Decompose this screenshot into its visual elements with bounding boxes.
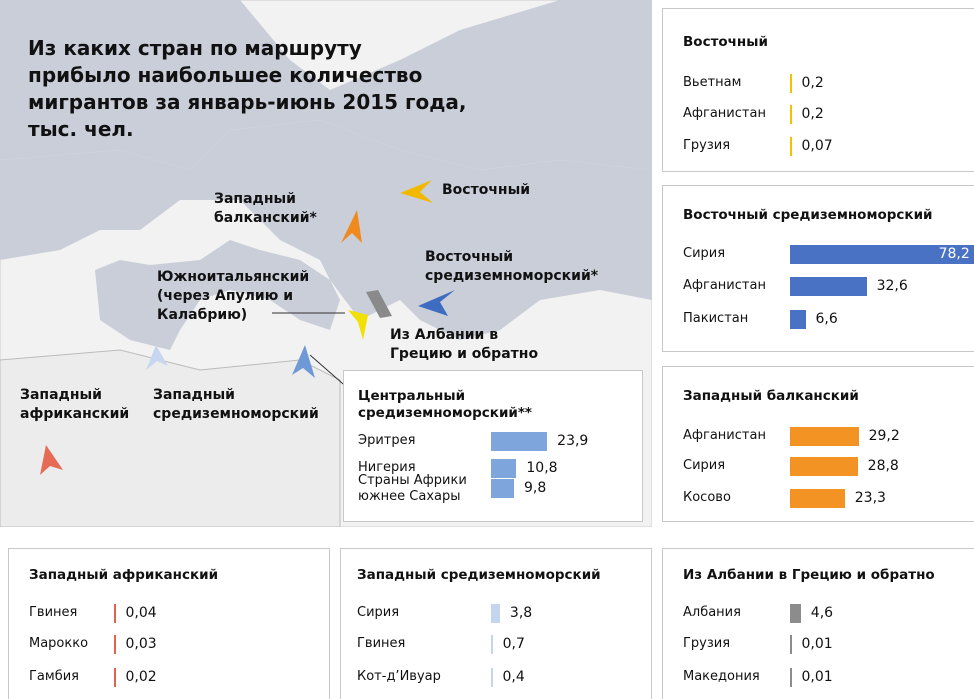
- value-label: 0,4: [502, 669, 525, 685]
- category-label: Гвинея: [29, 605, 78, 620]
- map: [0, 0, 652, 527]
- category-label: Грузия: [683, 636, 731, 651]
- route-label: Западный африканский: [20, 387, 130, 422]
- bar: [790, 668, 792, 687]
- bar: [790, 137, 792, 156]
- category-label: Гвинея: [357, 636, 406, 651]
- category-label: Кот-д’Ивуар: [357, 669, 441, 684]
- arrow-balkan: [341, 210, 362, 243]
- category-label: Косово: [683, 490, 731, 505]
- panel: Западный балканский Афганистан 29,2 Сирия 28…: [662, 366, 974, 522]
- value-label: 78,2: [938, 246, 970, 262]
- panel-title: Западный балканский: [683, 388, 859, 404]
- category-label: Грузия: [683, 138, 731, 153]
- arrow-west-africa: [40, 445, 63, 475]
- bar: [790, 635, 792, 654]
- value-label: 6,6: [815, 311, 838, 327]
- panel-title: Из Албании в Грецию и обратно: [683, 567, 935, 583]
- value-label: 4,6: [810, 605, 834, 621]
- bar: [790, 310, 806, 329]
- category-label: Сирия: [683, 246, 726, 261]
- bar: [491, 635, 493, 654]
- bar: [491, 604, 500, 623]
- arrow-east-med: [418, 290, 455, 316]
- panel-title: Восточный: [683, 34, 768, 50]
- value-label: 10,8: [526, 460, 558, 476]
- category-label: Пакистан: [683, 311, 749, 326]
- bar: [790, 74, 792, 93]
- value-label: 0,01: [801, 669, 833, 685]
- value-label: 0,7: [502, 636, 525, 652]
- category-label: Эритрея: [358, 433, 416, 448]
- bar: [491, 459, 517, 478]
- category-label: Сирия: [357, 605, 400, 620]
- category-label: Вьетнам: [683, 75, 742, 90]
- panel-title: Восточный средиземноморский: [683, 207, 933, 223]
- panel: Западный средиземноморский Сирия 3,8 Гвинея…: [340, 548, 652, 699]
- europe-land: [0, 120, 652, 350]
- category-label: Нигерия: [358, 460, 416, 475]
- category-label: Македония: [683, 669, 760, 684]
- category-label: Афганистан: [683, 428, 766, 443]
- value-label: 0,07: [801, 138, 833, 154]
- value-label: 0,04: [125, 605, 157, 621]
- value-label: 0,02: [125, 669, 157, 685]
- bar: [114, 668, 116, 687]
- panel-title: Западный средиземноморский: [357, 567, 601, 583]
- arrow-west-med: [146, 345, 168, 370]
- category-label: Сирия: [683, 458, 726, 473]
- value-label: 23,9: [557, 433, 589, 449]
- value-label: 32,6: [876, 278, 908, 294]
- panel: Из Албании в Грецию и обратно Албания 4,6 Г…: [662, 548, 974, 699]
- bar: [491, 668, 493, 687]
- route-label: Западный балканский*: [214, 191, 317, 226]
- bar: [114, 635, 116, 654]
- africa-land: [0, 349, 341, 527]
- route-label: Восточный: [442, 182, 531, 198]
- panel-title: Центральный средиземноморский**: [358, 388, 532, 421]
- bar: [790, 427, 859, 446]
- bar: [790, 105, 792, 124]
- value-label: 29,2: [868, 428, 900, 444]
- category-label: Страны Африки южнее Сахары: [358, 473, 467, 504]
- value-label: 0,01: [801, 636, 833, 652]
- bar: [790, 277, 867, 296]
- panel: Центральный средиземноморский** Эритрея 23…: [343, 370, 643, 522]
- category-label: Албания: [683, 605, 741, 620]
- value-label: 0,2: [801, 106, 824, 122]
- route-label: Западный средиземноморский: [153, 387, 319, 422]
- panel-title: Западный африканский: [29, 567, 219, 583]
- arrow-east: [400, 180, 433, 203]
- value-label: 0,03: [125, 636, 157, 652]
- bar: [790, 604, 801, 623]
- route-label: Южноитальянский (через Апулию и Калабрию…: [157, 269, 310, 323]
- north-europe-land: [0, 0, 652, 170]
- bar: [114, 604, 116, 623]
- title: Из каких стран по маршруту прибыло наибо…: [28, 36, 467, 141]
- bar: [790, 457, 858, 476]
- value-label: 9,8: [524, 480, 547, 496]
- value-label: 3,8: [509, 605, 533, 621]
- bar: [491, 479, 515, 498]
- value-label: 28,8: [867, 458, 899, 474]
- panel: Восточный средиземноморский Сирия 78,2 Афга…: [662, 185, 974, 352]
- arrow-albania: [366, 290, 392, 318]
- panel: Восточный Вьетнам 0,2 Афганистан 0,2 Грузия 0,…: [662, 8, 974, 172]
- value-label: 23,3: [854, 490, 886, 506]
- bar: [491, 432, 548, 451]
- route-label: Из Албании в Грецию и обратно: [390, 327, 539, 362]
- category-label: Гамбия: [29, 669, 79, 684]
- bar: [790, 245, 974, 264]
- panel: Западный африканский Гвинея 0,04 Марокко 0,0…: [8, 548, 330, 699]
- category-label: Афганистан: [683, 278, 766, 293]
- bar: [790, 489, 845, 508]
- value-label: 0,2: [801, 75, 824, 91]
- arrow-central-med: [292, 345, 315, 378]
- category-label: Афганистан: [683, 106, 766, 121]
- route-label: Восточный средиземноморский*: [425, 249, 599, 284]
- category-label: Марокко: [29, 636, 89, 651]
- arrow-south-italy: [348, 310, 368, 340]
